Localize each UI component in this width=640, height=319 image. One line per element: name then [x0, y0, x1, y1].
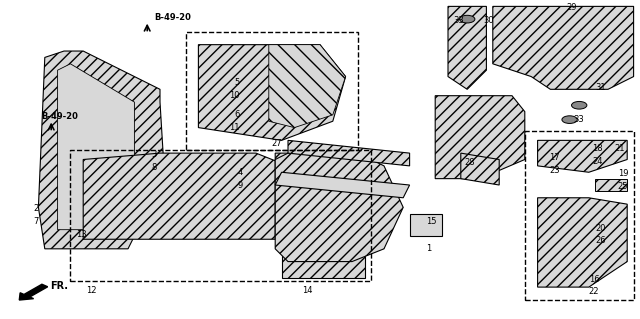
- Polygon shape: [493, 6, 634, 89]
- Text: 29: 29: [566, 4, 577, 12]
- Polygon shape: [83, 153, 288, 239]
- Text: 13: 13: [76, 230, 86, 239]
- Text: FR.: FR.: [50, 280, 68, 291]
- Text: B-49-20: B-49-20: [42, 112, 79, 121]
- Text: 27: 27: [271, 139, 282, 148]
- Polygon shape: [410, 214, 442, 236]
- Polygon shape: [435, 96, 525, 179]
- Text: 3: 3: [152, 150, 157, 159]
- Text: 25: 25: [618, 182, 628, 191]
- Polygon shape: [38, 51, 166, 249]
- Text: 24: 24: [592, 157, 602, 166]
- Polygon shape: [538, 198, 627, 287]
- Bar: [70, 150, 371, 281]
- Polygon shape: [58, 64, 134, 230]
- Text: 33: 33: [453, 16, 464, 25]
- FancyArrow shape: [19, 284, 48, 300]
- Polygon shape: [198, 45, 346, 140]
- Text: 30: 30: [483, 16, 494, 25]
- Circle shape: [572, 101, 587, 109]
- Text: 28: 28: [464, 158, 475, 167]
- Bar: [525, 131, 634, 300]
- Text: 23: 23: [549, 166, 560, 175]
- Text: 31: 31: [595, 83, 606, 92]
- Text: 22: 22: [589, 287, 599, 296]
- Text: 18: 18: [592, 144, 603, 153]
- Polygon shape: [269, 45, 346, 128]
- Text: 11: 11: [230, 123, 240, 132]
- Polygon shape: [288, 140, 410, 166]
- Text: 14: 14: [302, 286, 312, 295]
- Polygon shape: [275, 153, 403, 262]
- Text: 10: 10: [230, 91, 240, 100]
- Text: 33: 33: [573, 115, 584, 124]
- Text: 15: 15: [426, 217, 436, 226]
- Text: 17: 17: [549, 153, 560, 162]
- Polygon shape: [448, 6, 486, 89]
- Text: 8: 8: [152, 163, 157, 172]
- Text: 16: 16: [589, 275, 600, 284]
- Text: 7: 7: [33, 217, 38, 226]
- Polygon shape: [282, 242, 365, 278]
- Text: 1: 1: [426, 244, 431, 253]
- Text: 21: 21: [614, 144, 625, 153]
- Text: 4: 4: [238, 168, 243, 177]
- Text: 12: 12: [86, 286, 97, 295]
- Polygon shape: [538, 140, 627, 172]
- Bar: [186, 32, 358, 150]
- Text: B-49-20: B-49-20: [154, 13, 191, 22]
- Circle shape: [562, 116, 577, 123]
- Text: 20: 20: [595, 224, 605, 233]
- Text: 2: 2: [33, 204, 38, 213]
- Polygon shape: [275, 153, 365, 239]
- Text: 26: 26: [595, 236, 606, 245]
- Text: 19: 19: [618, 169, 628, 178]
- Text: 6: 6: [235, 110, 240, 119]
- Text: 5: 5: [235, 78, 240, 87]
- Polygon shape: [461, 153, 499, 185]
- Circle shape: [460, 15, 475, 23]
- Polygon shape: [275, 172, 410, 198]
- Polygon shape: [595, 179, 627, 191]
- Text: 9: 9: [238, 181, 243, 189]
